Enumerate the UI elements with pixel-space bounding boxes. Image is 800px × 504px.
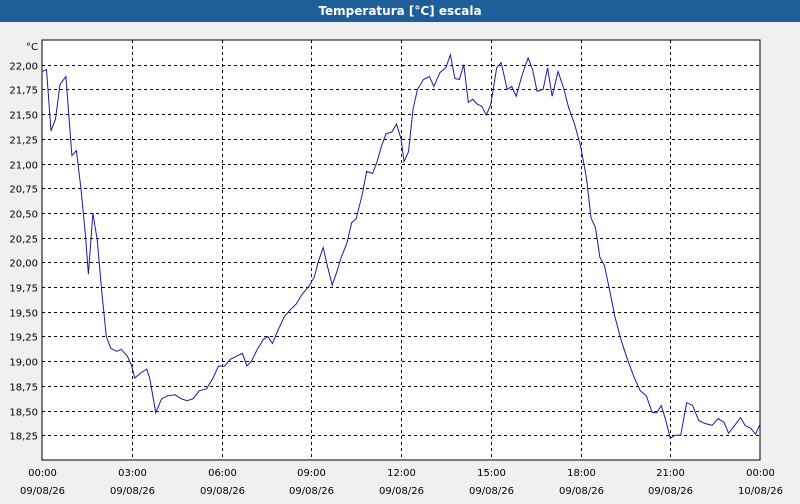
y-tick-label: 20,00 — [9, 259, 38, 270]
chart-area: 18,25 18,50 18,75 19,00 19,25 19,50 19,75 20,00… — [0, 22, 800, 500]
x-tick-date-label: 09/08/26 — [289, 486, 334, 497]
x-tick-time-label: 00:00 — [28, 468, 57, 479]
temperature-series-line — [41, 52, 761, 440]
x-tick-date-label: 09/08/26 — [559, 486, 604, 497]
grid-lines — [42, 40, 760, 460]
x-tick-date-label: 09/08/26 — [20, 486, 65, 497]
y-tick-label: 21,00 — [9, 161, 38, 172]
x-tick-time-label: 00:00 — [746, 468, 775, 479]
x-axis-labels: 00:00 09/08/26 03:00 09/08/26 06:00 09/08/26 0… — [20, 468, 783, 497]
y-axis-unit: °C — [26, 42, 38, 53]
y-tick-label: 21,50 — [9, 111, 38, 122]
x-tick-date-label: 09/08/26 — [200, 486, 245, 497]
y-tick-label: 18,75 — [9, 383, 38, 394]
x-tick-time-label: 12:00 — [387, 468, 416, 479]
x-tick-time-label: 03:00 — [118, 468, 147, 479]
x-tick-date-label: 10/08/26 — [738, 486, 783, 497]
x-tick-date-label: 09/08/26 — [469, 486, 514, 497]
y-axis-labels: 18,25 18,50 18,75 19,00 19,25 19,50 19,75 20,00… — [9, 62, 38, 443]
y-tick-label: 19,50 — [9, 309, 38, 320]
chart-title: Temperatura [°C] escala — [0, 0, 800, 22]
y-tick-label: 18,25 — [9, 432, 38, 443]
y-tick-label: 21,75 — [9, 86, 38, 97]
x-tick-date-label: 09/08/26 — [379, 486, 424, 497]
x-tick-date-label: 09/08/26 — [110, 486, 155, 497]
y-tick-label: 22,00 — [9, 62, 38, 73]
y-tick-label: 20,25 — [9, 235, 38, 246]
y-tick-label: 18,50 — [9, 408, 38, 419]
x-tick-time-label: 06:00 — [208, 468, 237, 479]
temperature-chart: 18,25 18,50 18,75 19,00 19,25 19,50 19,75 20,00… — [9, 39, 783, 497]
x-tick-time-label: 09:00 — [297, 468, 326, 479]
x-tick-time-label: 18:00 — [567, 468, 596, 479]
x-tick-time-label: 15:00 — [477, 468, 506, 479]
y-tick-label: 19,25 — [9, 333, 38, 344]
x-tick-time-label: 21:00 — [656, 468, 685, 479]
y-tick-label: 21,25 — [9, 136, 38, 147]
y-tick-label: 20,50 — [9, 210, 38, 221]
x-tick-date-label: 09/08/26 — [648, 486, 693, 497]
y-tick-label: 20,75 — [9, 185, 38, 196]
y-tick-label: 19,75 — [9, 284, 38, 295]
y-tick-label: 19,00 — [9, 358, 38, 369]
